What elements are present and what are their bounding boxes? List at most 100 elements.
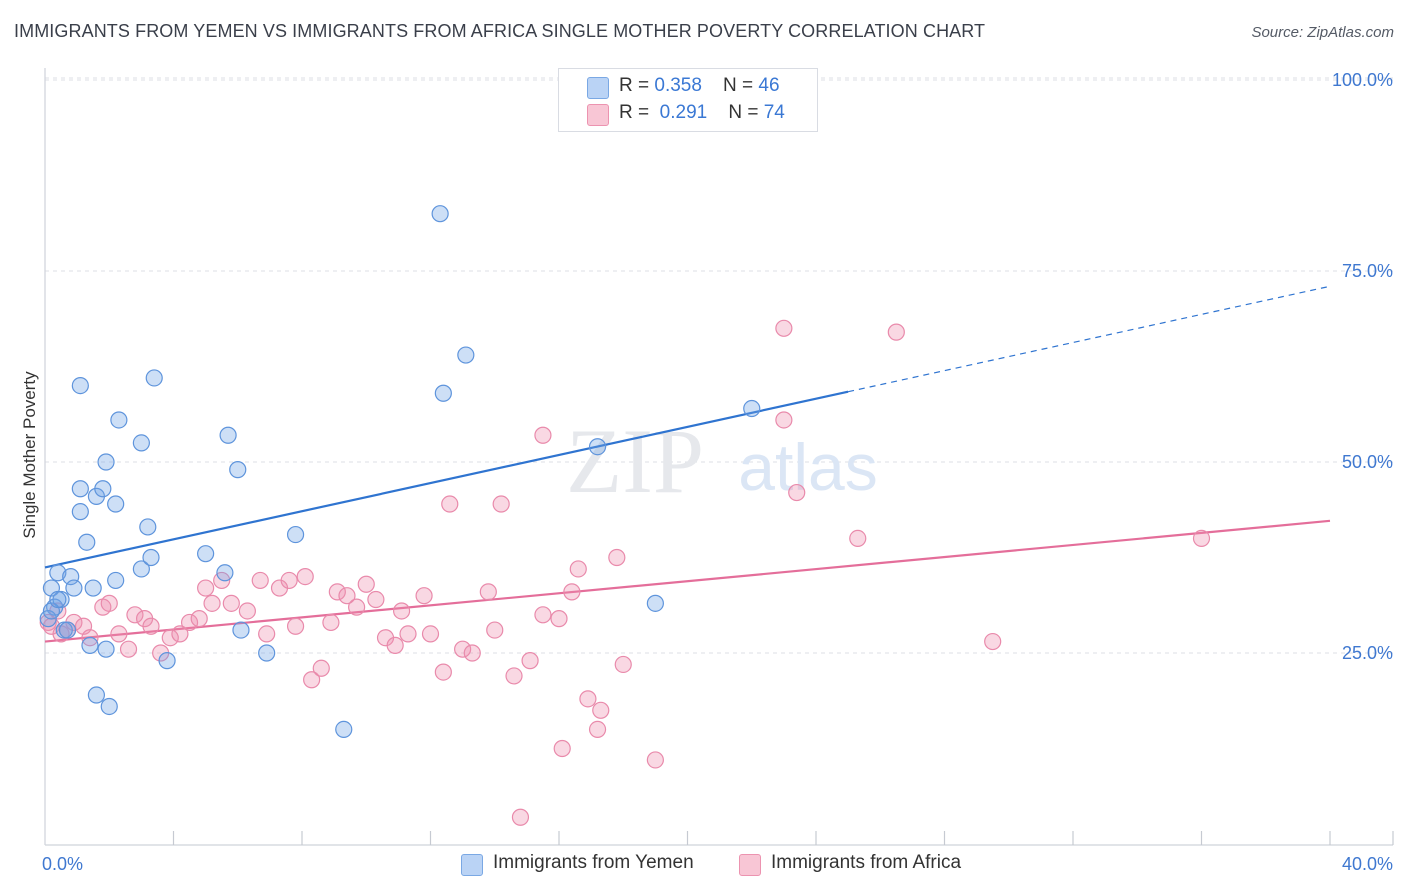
africa-point xyxy=(171,625,189,643)
yemen-point xyxy=(87,686,106,704)
africa-point xyxy=(463,644,481,662)
africa-point xyxy=(553,739,571,758)
africa-point xyxy=(534,606,552,624)
y-tick-label: 25.0% xyxy=(1342,643,1393,663)
legend-yemen-r-label: R = xyxy=(619,75,655,96)
africa-point xyxy=(238,602,256,620)
legend-africa-n-label: N = xyxy=(728,102,764,123)
africa-point xyxy=(119,640,138,658)
yemen-point xyxy=(139,518,157,536)
correlation-legend: R = 0.358 N = 46 R = 0.291 N = 74 xyxy=(558,68,818,132)
yemen-trend-extension xyxy=(847,285,1331,393)
yemen-point xyxy=(110,411,128,429)
x-tick-label: 0.0% xyxy=(42,854,83,874)
africa-point xyxy=(399,625,417,643)
axis-ticks: 25.0% 50.0% 75.0% 100.0% 0.0% 40.0% xyxy=(42,70,1394,874)
legend-africa-r-value: 0.291 xyxy=(659,102,708,123)
africa-point xyxy=(646,751,664,769)
africa-point xyxy=(614,655,632,674)
legend-yemen-r-value: 0.358 xyxy=(654,75,702,96)
legend-africa-n-value: 74 xyxy=(763,102,785,123)
yemen-point xyxy=(229,461,247,479)
africa-trend-line xyxy=(44,519,1331,643)
series-africa-points xyxy=(39,319,1211,826)
africa-point xyxy=(511,808,530,826)
africa-point xyxy=(479,583,497,601)
y-axis-label: Single Mother Poverty xyxy=(20,371,39,539)
africa-point xyxy=(392,602,411,620)
yemen-point xyxy=(286,525,305,544)
yemen-point xyxy=(646,594,664,612)
yemen-point xyxy=(49,564,67,582)
africa-point xyxy=(505,667,523,685)
yemen-point xyxy=(71,480,89,498)
yemen-point xyxy=(97,453,115,471)
africa-point xyxy=(348,598,366,616)
yemen-point xyxy=(588,438,607,456)
africa-point xyxy=(415,587,433,605)
africa-point xyxy=(775,411,793,429)
africa-point xyxy=(434,663,452,681)
africa-point xyxy=(286,617,305,635)
yemen-point xyxy=(434,384,452,402)
africa-point xyxy=(386,636,404,654)
yemen-point xyxy=(84,579,102,597)
yemen-point xyxy=(431,205,449,223)
africa-point xyxy=(592,701,610,719)
africa-point xyxy=(251,571,269,590)
y-tick-label: 50.0% xyxy=(1342,452,1393,472)
africa-point xyxy=(367,590,385,609)
source-label: Source: ZipAtlas.com xyxy=(1251,24,1394,41)
africa-point xyxy=(775,319,793,337)
africa-point xyxy=(303,671,321,689)
africa-point xyxy=(296,567,314,586)
yemen-point xyxy=(97,640,115,658)
yemen-point xyxy=(107,571,125,590)
africa-point xyxy=(126,606,144,624)
africa-point xyxy=(190,610,208,628)
yemen-point xyxy=(71,377,89,395)
yemen-point xyxy=(78,533,96,551)
yemen-point xyxy=(258,644,276,662)
africa-point xyxy=(588,720,607,739)
yemen-point xyxy=(58,621,77,639)
africa-point xyxy=(161,629,179,647)
x-tick-label: 40.0% xyxy=(1342,854,1393,874)
legend-africa-r-label: R = xyxy=(619,102,655,123)
africa-point xyxy=(550,610,568,628)
yemen-point xyxy=(216,564,234,582)
africa-point xyxy=(569,560,587,578)
yemen-point xyxy=(457,346,475,364)
legend-yemen-n-label: N = xyxy=(723,75,759,96)
africa-point xyxy=(142,617,160,635)
legend-yemen-n-value: 46 xyxy=(758,75,780,96)
africa-point xyxy=(579,690,597,708)
axes xyxy=(44,68,1393,846)
africa-point xyxy=(338,587,356,605)
trend-lines xyxy=(44,285,1331,643)
africa-point xyxy=(100,594,118,612)
yemen-point xyxy=(145,369,163,387)
gridlines xyxy=(45,77,1393,654)
yemen-point xyxy=(94,480,112,498)
watermark-zip: ZIP xyxy=(566,410,704,512)
africa-point xyxy=(197,579,215,597)
yemen-point xyxy=(49,590,67,609)
africa-point xyxy=(180,613,199,632)
africa-legend-icon xyxy=(739,854,761,876)
africa-point xyxy=(258,625,276,643)
yemen-point xyxy=(100,697,118,716)
africa-point xyxy=(280,571,298,590)
yemen-swatch-icon xyxy=(587,77,609,99)
yemen-point xyxy=(71,503,89,521)
africa-point xyxy=(486,621,504,639)
yemen-point xyxy=(81,636,99,654)
africa-point xyxy=(110,625,128,643)
y-tick-label: 100.0% xyxy=(1332,70,1393,90)
bottom-legend-yemen-label: Immigrants from Yemen xyxy=(493,852,694,873)
africa-point xyxy=(322,613,340,632)
africa-point xyxy=(788,483,806,502)
africa-point xyxy=(1192,529,1211,548)
africa-point xyxy=(521,652,539,670)
